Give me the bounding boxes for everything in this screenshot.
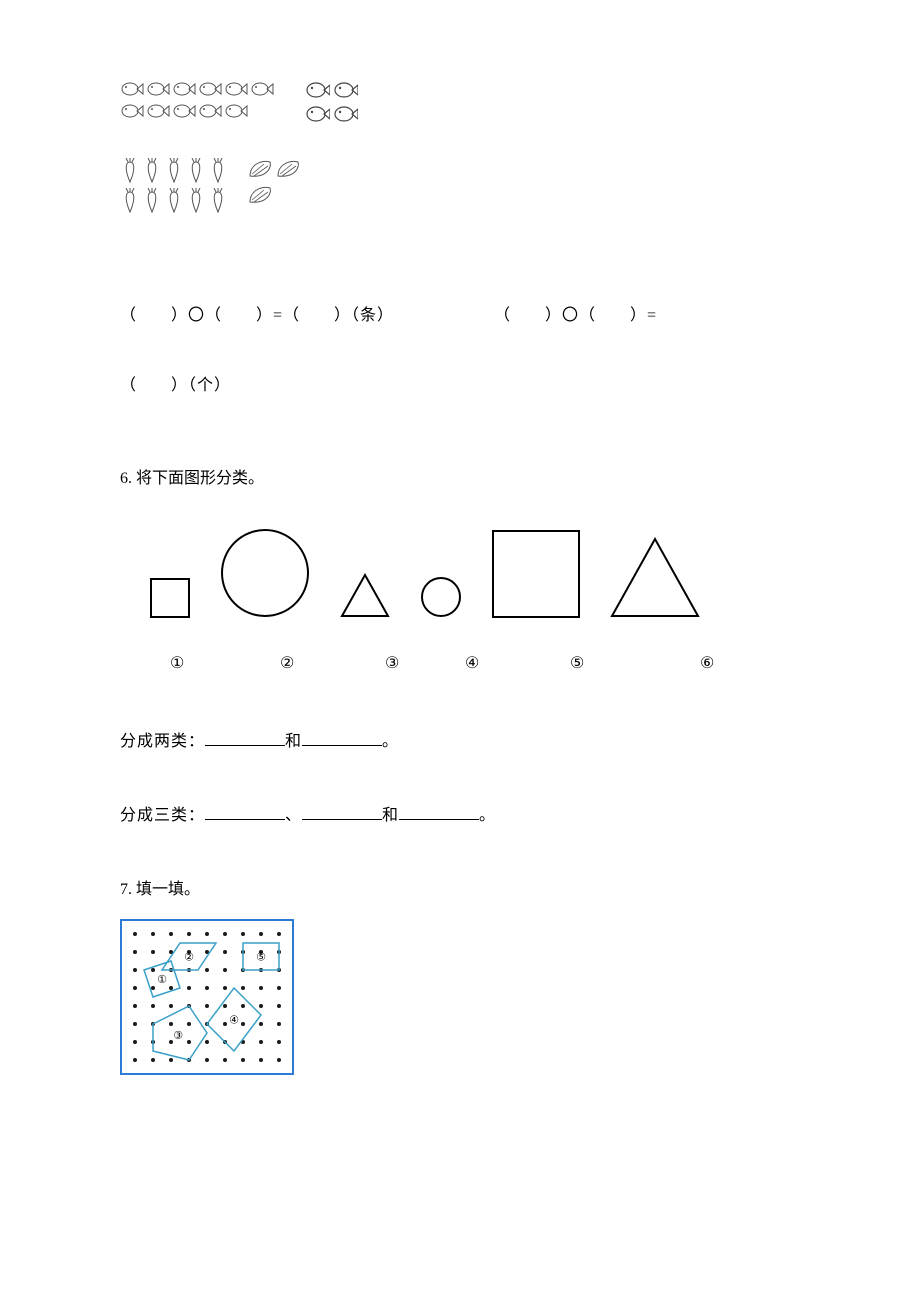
- dot-grid-svg: ① ② ⑤ ③ ④: [122, 921, 292, 1073]
- triangle-shape: [610, 537, 700, 618]
- carrot-icon: [142, 158, 162, 184]
- q6-shapes-row: [150, 528, 800, 623]
- blank-input[interactable]: [399, 803, 479, 820]
- blank-input[interactable]: [302, 729, 382, 746]
- svg-text:⑤: ⑤: [256, 951, 266, 963]
- shell-icon: [248, 158, 274, 180]
- shape-label: ②: [280, 653, 294, 673]
- circle-shape: [420, 576, 462, 618]
- carrot-icon: [142, 188, 162, 214]
- three-class-sep1: 、: [285, 807, 302, 824]
- carrot-icon: [186, 158, 206, 184]
- two-class-suffix: 。: [382, 733, 399, 750]
- svg-text:④: ④: [229, 1014, 239, 1026]
- two-class-prefix: 分成两类：: [120, 733, 205, 750]
- carrot-icon: [120, 188, 140, 214]
- carrot-figure: [120, 158, 800, 218]
- q6-three-class-line: 分成三类： 、 和 。: [120, 801, 800, 825]
- blank-input[interactable]: [205, 729, 285, 746]
- svg-text:②: ②: [184, 951, 194, 963]
- q7-title: 7. 填一填。: [120, 875, 800, 899]
- carrot-group-2: [248, 158, 302, 210]
- two-class-mid: 和: [285, 733, 302, 750]
- q6-labels-row: ① ② ③ ④ ⑤ ⑥: [140, 653, 800, 677]
- carrot-group-1: [120, 158, 228, 218]
- circle-shape: [220, 528, 310, 618]
- square-shape: [492, 530, 580, 618]
- shape-label: ⑤: [570, 653, 584, 673]
- carrot-icon: [120, 158, 140, 184]
- q6-two-class-line: 分成两类： 和 。: [120, 727, 800, 751]
- equation-lines: （ ）〇（ ）=（ ）（条） （ ）〇（ ）= （ ）（个）: [120, 298, 800, 404]
- fish-group-2: [304, 80, 358, 128]
- q7-dot-grid: ① ② ⑤ ③ ④: [120, 919, 294, 1075]
- fish-figure: [120, 80, 800, 128]
- fish2-icon: [332, 80, 358, 100]
- blank-input[interactable]: [302, 803, 382, 820]
- shell-icon: [276, 158, 302, 180]
- shell-icon: [248, 184, 274, 206]
- equation-1-right: （ ）〇（ ）=: [494, 307, 657, 324]
- shape-label: ③: [385, 653, 399, 673]
- carrot-icon: [186, 188, 206, 214]
- blank-input[interactable]: [205, 803, 285, 820]
- fish-icon: [146, 80, 170, 98]
- three-class-prefix: 分成三类：: [120, 807, 205, 824]
- triangle-shape: [340, 573, 390, 618]
- shape-label: ⑥: [700, 653, 714, 673]
- svg-text:③: ③: [173, 1029, 183, 1041]
- svg-text:①: ①: [157, 974, 167, 986]
- fish-icon: [224, 80, 248, 98]
- fish-icon: [120, 80, 144, 98]
- fish-icon: [250, 80, 274, 98]
- fish2-icon: [304, 104, 330, 124]
- worksheet-page: （ ）〇（ ）=（ ）（条） （ ）〇（ ）= （ ）（个） 6. 将下面图形分…: [0, 0, 920, 1115]
- fish-icon: [224, 102, 248, 120]
- shape-label: ④: [465, 653, 479, 673]
- carrot-icon: [164, 188, 184, 214]
- three-class-sep2: 和: [382, 807, 399, 824]
- carrot-icon: [208, 158, 228, 184]
- fish-icon: [198, 80, 222, 98]
- q6-title: 6. 将下面图形分类。: [120, 464, 800, 488]
- fish-icon: [146, 102, 170, 120]
- fish-icon: [120, 102, 144, 120]
- shape-label: ①: [170, 653, 184, 673]
- fish2-icon: [304, 80, 330, 100]
- fish-group-1: [120, 80, 274, 124]
- fish-icon: [198, 102, 222, 120]
- carrot-icon: [164, 158, 184, 184]
- fish-icon: [172, 102, 196, 120]
- square-shape: [150, 578, 190, 618]
- equation-2: （ ）（个）: [120, 377, 231, 394]
- three-class-suffix: 。: [479, 807, 496, 824]
- fish-icon: [172, 80, 196, 98]
- carrot-icon: [208, 188, 228, 214]
- equation-1-left: （ ）〇（ ）=（ ）（条）: [120, 307, 394, 324]
- fish2-icon: [332, 104, 358, 124]
